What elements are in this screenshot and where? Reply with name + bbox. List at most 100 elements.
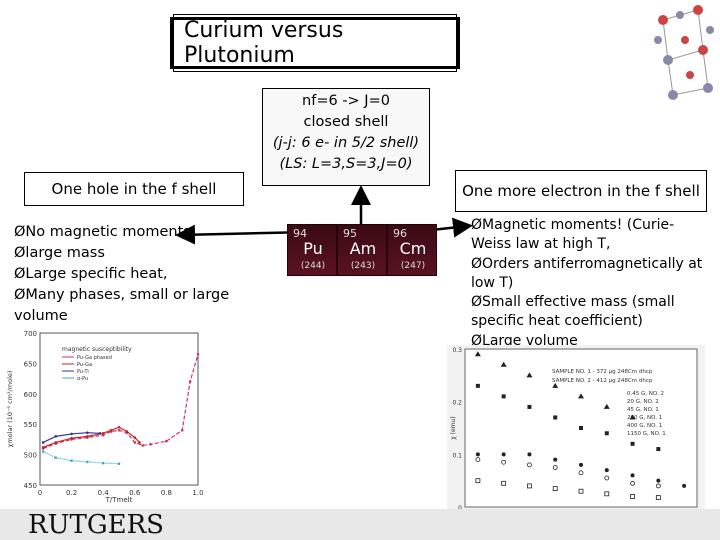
y-tick-label: 650 (24, 360, 37, 368)
legend-label: 20 G, NO. 2 (627, 399, 659, 405)
data-point (527, 404, 532, 409)
data-point (526, 372, 533, 378)
data-point (125, 430, 129, 433)
data-point (604, 475, 610, 481)
chart-background (0, 325, 205, 503)
data-point (527, 483, 532, 489)
bullet-icon: Ø (471, 332, 483, 349)
series-line (42, 451, 120, 465)
slide-title-frame: Curium versus Plutonium (170, 14, 460, 72)
data-point (86, 435, 89, 438)
element-symbol: Cm (399, 239, 427, 258)
data-point (101, 433, 105, 437)
element-symbol: Pu (303, 239, 323, 258)
legend-label: 400 G, NO. 1 (627, 423, 662, 429)
data-point (500, 361, 507, 367)
data-point (501, 452, 506, 457)
footer-bar (0, 509, 720, 540)
legend-label: 200 G, NO. 1 (627, 415, 662, 421)
data-point (656, 447, 661, 452)
atomic-number: 95 (343, 227, 357, 240)
data-point (117, 462, 121, 466)
chart-title: magnetic susceptibility (62, 346, 132, 353)
curium-properties-list: ØMagnetic moments! (Curie-Weiss law at h… (471, 216, 711, 351)
data-point (41, 450, 45, 453)
data-point (630, 480, 635, 486)
list-item: ØLarge volume (471, 332, 578, 349)
x-axis-label: T/Tmelt (105, 496, 133, 503)
data-point (133, 436, 137, 439)
list-item: ØOrders antiferromagnetically at low T) (471, 255, 703, 291)
crystal-structure-icon (654, 5, 714, 100)
data-point (188, 380, 192, 383)
bullet-icon: Ø (14, 266, 26, 282)
slide-title: Curium versus Plutonium (173, 14, 457, 72)
data-point (101, 461, 105, 465)
pu-susceptibility-chart: 0 0.2 0.4 0.6 0.8 1.0 450 500 550 600 650 700 T/Tmel… (0, 325, 205, 503)
config-line: (LS: L=3,S=3,J=0) (279, 156, 413, 172)
data-point (475, 478, 481, 484)
annotation: SAMPLE NO. 2 - 412 μg 248Cm dhcp (552, 378, 653, 384)
y-tick-label: 600 (24, 391, 37, 399)
legend-label: 1150 G, NO. 1 (627, 431, 666, 437)
data-point (552, 486, 558, 491)
y-tick-label: 500 (24, 452, 37, 460)
data-point (656, 478, 661, 483)
legend-label: Pu-Ga phased (77, 355, 112, 361)
config-line: nf=6 -> J=0 (302, 93, 390, 109)
plutonium-heading: One hole in the f shell (24, 172, 244, 206)
data-point (70, 459, 73, 462)
data-point (630, 441, 635, 446)
data-point (655, 495, 661, 500)
y-tick-label: 0.1 (452, 452, 462, 459)
data-point (552, 465, 558, 470)
data-point (475, 452, 480, 457)
data-point (54, 456, 58, 459)
data-point (117, 428, 121, 432)
rutgers-logo: RUTGERS (28, 510, 164, 540)
data-point (138, 441, 141, 444)
list-item: ØLarge specific heat, (14, 266, 168, 282)
data-point (604, 468, 609, 473)
data-point (579, 426, 583, 430)
plot-frame (39, 332, 199, 486)
data-point (70, 432, 73, 436)
data-point (630, 473, 635, 478)
bullet-icon: Ø (14, 224, 26, 240)
list-item: Ølarge mass (14, 245, 105, 261)
atomic-number: 96 (393, 227, 407, 240)
x-tick-label: 0 (38, 489, 42, 497)
data-point (579, 462, 583, 467)
data-point (553, 457, 558, 462)
x-tick-label: 0.6 (129, 489, 141, 497)
atomic-mass: (244) (300, 261, 326, 271)
y-tick-label: 700 (24, 330, 37, 338)
list-item: ØMany phases, small or large volume (14, 287, 230, 324)
y-tick-label: 550 (24, 421, 37, 429)
bullet-icon: Ø (14, 245, 26, 261)
electron-configuration-box: nf=6 -> J=0 closed shell (j-j: 6 e- in 5… (262, 88, 430, 186)
data-point (501, 459, 507, 465)
data-point (196, 352, 200, 356)
data-point (98, 432, 102, 435)
data-point (630, 494, 635, 499)
bullet-icon: Ø (471, 217, 483, 233)
data-point (578, 470, 584, 476)
element-cell-cm: 96 Cm (247) (387, 224, 437, 276)
data-point (475, 457, 481, 462)
y-tick-label: 0.2 (452, 400, 462, 407)
data-point (501, 394, 506, 399)
config-line: (j-j: 6 e- in 5/2 shell) (272, 135, 420, 151)
plutonium-properties-list: ØNo magnetic moments, Ølarge mass ØLarge… (14, 222, 284, 327)
data-point (165, 439, 168, 443)
element-cell-am: 95 Am (243) (337, 224, 387, 276)
legend-label: 0.45 G, NO. 2 (627, 391, 664, 397)
data-point (682, 483, 687, 488)
legend-label: 45 G, NO. 1 (627, 407, 659, 413)
annotation: SAMPLE NO. 1 - 372 μg 248Cm dhcp (552, 369, 653, 375)
legend-label: Pu-Ti (77, 369, 89, 375)
list-item: ØNo magnetic moments, (14, 224, 196, 240)
config-line: closed shell (303, 114, 389, 130)
data-point (180, 428, 184, 432)
atomic-mass: (243) (350, 261, 376, 271)
